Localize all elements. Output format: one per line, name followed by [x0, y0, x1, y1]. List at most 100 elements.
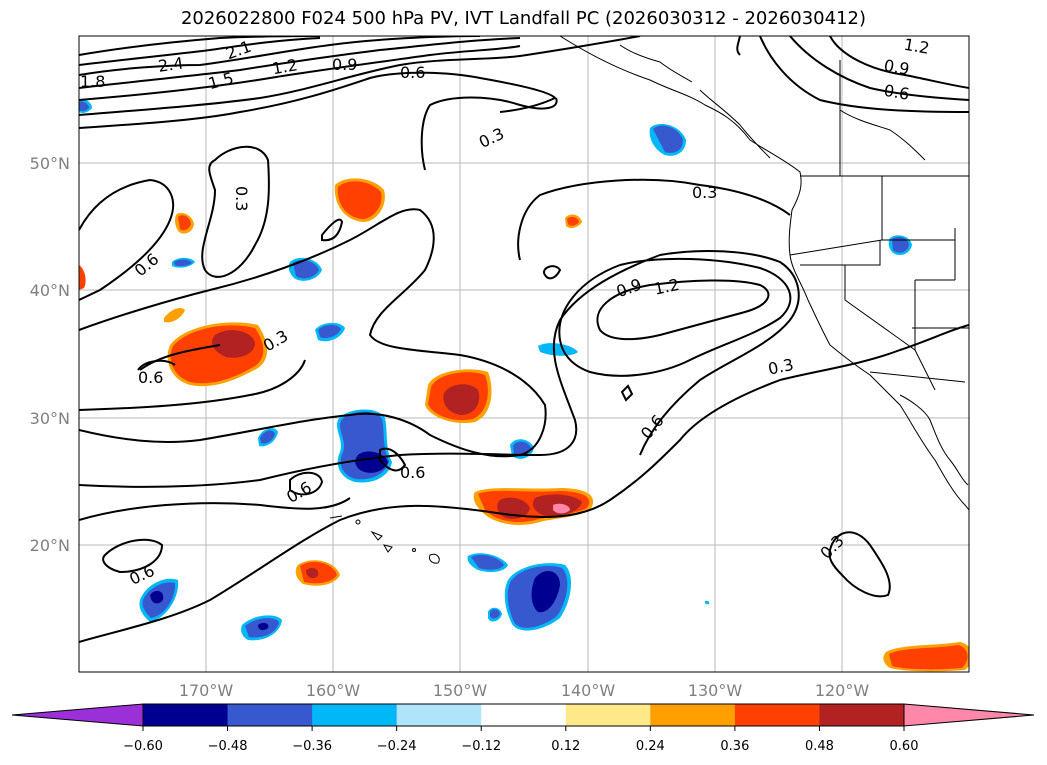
anomaly-blob-neg	[318, 324, 341, 339]
contour-right-0.3	[736, 36, 741, 56]
anomaly-blob-pos	[164, 307, 185, 323]
contour-label: 2.4	[157, 53, 185, 75]
colorbar-bin	[227, 704, 313, 726]
colorbar-bin	[819, 704, 905, 726]
contour-label: 0.6	[400, 63, 425, 82]
anomaly-blob-neg	[892, 237, 909, 253]
contour-0.3-left	[201, 145, 270, 278]
anomaly-blob-neg	[79, 101, 89, 112]
contour-small-west	[321, 218, 344, 242]
contour-2.1	[79, 37, 321, 66]
colorbar-bin	[734, 704, 820, 726]
contour-label: 1.8	[80, 72, 105, 91]
anomaly-blob-pos	[178, 215, 191, 231]
colorbar: −0.60 −0.48 −0.36 −0.24 −0.12 0.12 0.24 0.36 0.4…	[11, 703, 1035, 754]
contour-1.8	[79, 36, 481, 76]
contour-label: 0.9	[332, 55, 357, 74]
contour-0.9-loop	[558, 257, 792, 377]
contour-label: 0.6	[138, 368, 163, 387]
contour-label: 0.9	[882, 56, 910, 79]
contour-1.2	[79, 45, 521, 101]
colorbar-bin	[481, 704, 567, 726]
contour-label: 0.3	[766, 355, 795, 379]
colorbar-tick-label: −0.48	[208, 739, 248, 754]
negative-anomalies	[79, 99, 912, 641]
contour-right-0.6	[759, 36, 969, 113]
anomaly-blob-pos	[889, 645, 968, 670]
contour-0.6-left	[79, 178, 175, 301]
pv-contours	[79, 36, 969, 643]
colorbar-tick-label: 0.12	[551, 739, 580, 754]
colorbar-over-triangle	[903, 703, 1035, 727]
contour-0.6-main	[79, 250, 800, 488]
contour-0.3-east	[543, 265, 562, 280]
anomaly-blob-neg	[531, 570, 560, 613]
anomaly-blob-pos	[306, 568, 319, 578]
lon-label: 120°W	[815, 681, 870, 700]
contour-0.9	[79, 36, 641, 116]
colorbar-tick-label: 0.48	[805, 739, 834, 754]
contour-0.3-north	[420, 96, 558, 171]
contour-label: 1.2	[652, 275, 681, 299]
contour-0.3-lower	[79, 324, 969, 643]
anomaly-blob-neg	[260, 430, 275, 444]
colorbar-frame	[142, 703, 905, 727]
colorbar-bin	[143, 704, 229, 726]
anomaly-blob-neg	[174, 259, 192, 267]
anomaly-blob-pos	[212, 330, 255, 358]
coastline-baja	[899, 394, 969, 486]
anomaly-blob-pos	[337, 181, 382, 219]
contour-0.3-main	[79, 208, 547, 458]
positive-anomalies	[79, 178, 969, 672]
hawaiian-islands	[329, 515, 440, 564]
contour-label: 1.2	[902, 35, 930, 58]
lat-label: 50°N	[30, 154, 70, 173]
contour-small-east	[620, 384, 634, 402]
contour-1.5	[79, 37, 521, 89]
anomaly-blob-neg	[150, 590, 164, 604]
contour-0.6-north	[79, 71, 557, 129]
colorbar-tick-label: −0.24	[377, 739, 417, 754]
contour-0.3-se	[828, 531, 891, 598]
anomaly-blob-pos	[567, 216, 579, 226]
contour-right-1.2	[829, 36, 969, 89]
lat-label: 40°N	[30, 281, 70, 300]
anomaly-blob-pos	[300, 561, 337, 584]
map-title: 2026022800 F024 500 hPa PV, IVT Landfall…	[180, 8, 867, 29]
anomaly-blob-neg	[471, 554, 504, 570]
contour-label: 1.2	[271, 55, 299, 78]
lon-labels: 170°W 160°W 150°W 140°W 130°W 120°W	[179, 681, 870, 700]
anomaly-blob-pos	[553, 503, 570, 514]
coastlines	[559, 36, 969, 511]
border-states	[789, 176, 969, 391]
contour-0.6-left-small	[137, 359, 176, 371]
anomaly-blob-neg	[490, 609, 500, 619]
colorbar-tick-label: 0.24	[636, 739, 665, 754]
contour-right-0.9	[789, 36, 969, 101]
anomaly-blob-neg	[704, 600, 710, 605]
coastline-alaska-islands	[619, 44, 771, 159]
anomaly-blob-pos	[443, 384, 480, 415]
map-border	[78, 35, 970, 673]
border-mexico	[869, 371, 966, 383]
anomaly-blob-neg	[653, 125, 683, 153]
colorbar-bin	[650, 704, 736, 726]
contour-0.3-north-loop	[517, 178, 791, 261]
lon-label: 170°W	[179, 681, 234, 700]
colorbar-tick-label: 0.36	[720, 739, 749, 754]
lon-label: 130°W	[688, 681, 743, 700]
colorbar-bins	[143, 704, 905, 726]
colorbar-tick-label: −0.36	[292, 739, 332, 754]
colorbar-tick-label: 0.60	[890, 739, 919, 754]
lat-labels: 50°N 40°N 30°N 20°N	[30, 154, 70, 555]
colorbar-bin	[312, 704, 398, 726]
contour-labels: 2.4 2.1 1.8 1.5 1.2 0.9 0.6 0.3 0.3 0.3 …	[80, 35, 931, 589]
lon-label: 150°W	[433, 681, 488, 700]
colorbar-ticks: −0.60 −0.48 −0.36 −0.24 −0.12 0.12 0.24 0.36 0.4…	[123, 726, 918, 754]
colorbar-bin	[396, 704, 482, 726]
lon-label: 140°W	[561, 681, 616, 700]
colorbar-bin	[565, 704, 651, 726]
lon-label: 160°W	[306, 681, 361, 700]
contour-label: 0.6	[882, 81, 910, 104]
